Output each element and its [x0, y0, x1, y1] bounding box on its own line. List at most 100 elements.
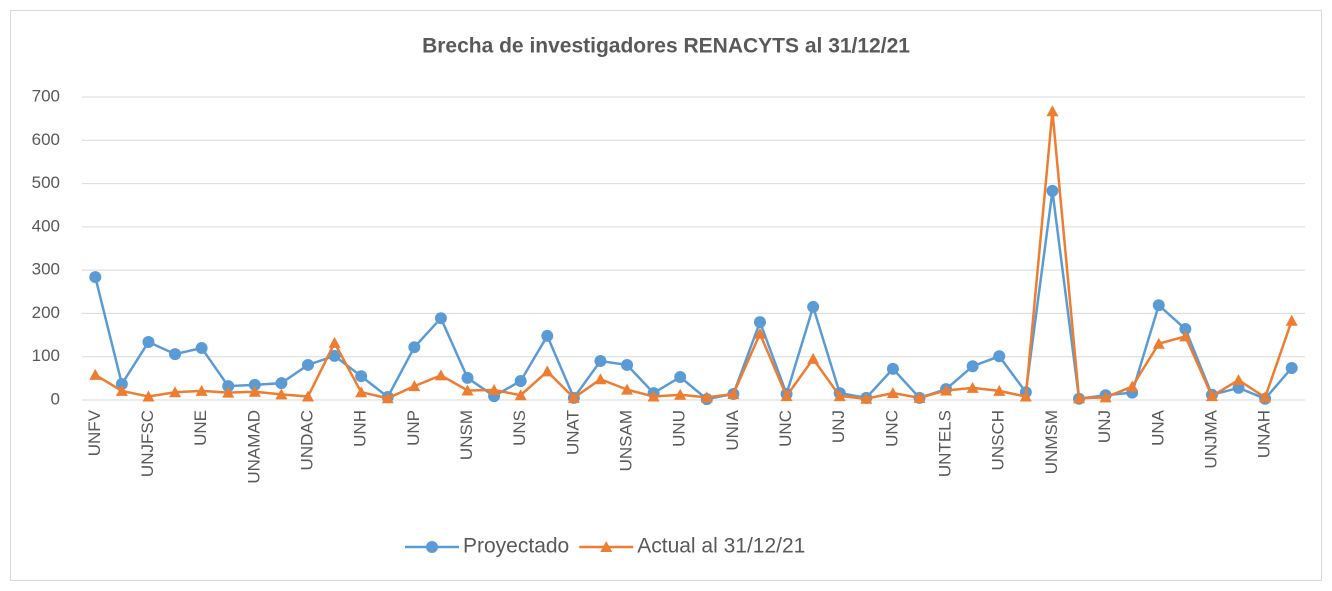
marker [115, 384, 128, 396]
marker [142, 335, 155, 348]
marker [169, 386, 182, 398]
marker [753, 327, 766, 339]
x-tick-label: UNSCH [989, 410, 1008, 470]
marker [1073, 392, 1086, 404]
marker [275, 388, 288, 400]
marker [1259, 391, 1272, 403]
marker [594, 373, 607, 385]
marker [1179, 330, 1192, 342]
marker [408, 341, 421, 354]
marker [408, 380, 421, 392]
marker [1046, 184, 1059, 197]
marker [328, 336, 341, 348]
x-tick-label: UNP [404, 410, 423, 446]
x-tick-label: UNIA [723, 409, 742, 450]
marker [142, 390, 155, 402]
marker [1099, 391, 1112, 403]
x-tick-label: UNS [510, 410, 529, 446]
marker [115, 377, 128, 390]
marker [1152, 299, 1165, 312]
marker [833, 390, 846, 402]
series-line [94, 111, 1293, 400]
x-tick-label: UNTELS [936, 410, 955, 477]
x-tick-label: UNJ [1095, 410, 1114, 443]
y-tick-label: 0 [51, 389, 60, 408]
marker [600, 541, 613, 552]
marker [1285, 314, 1298, 326]
marker [886, 387, 899, 399]
x-tick-label: UNE [191, 410, 210, 446]
marker [461, 384, 474, 396]
marker [567, 391, 580, 403]
marker [966, 381, 979, 393]
marker [594, 355, 607, 368]
marker [807, 300, 820, 313]
marker [886, 362, 899, 375]
marker [434, 312, 447, 325]
marker [1285, 361, 1298, 374]
y-tick-label: 600 [32, 130, 60, 149]
x-tick-label: UNA [1148, 409, 1167, 446]
x-tick-label: UNDAC [297, 410, 316, 470]
marker [993, 350, 1006, 363]
marker [195, 342, 208, 355]
x-tick-label: UNFV [85, 409, 104, 456]
marker [700, 391, 713, 403]
marker [514, 389, 527, 401]
marker [275, 377, 288, 390]
y-tick-label: 400 [32, 216, 60, 235]
y-tick-label: 200 [32, 303, 60, 322]
marker [727, 387, 740, 399]
marker [328, 349, 341, 362]
x-tick-label: UNSAM [617, 410, 636, 471]
marker [541, 329, 554, 342]
marker [1152, 337, 1165, 349]
marker [169, 348, 182, 361]
x-tick-label: UNAH [1255, 410, 1274, 458]
marker [1046, 105, 1059, 117]
marker [674, 371, 687, 384]
marker [1019, 390, 1032, 402]
x-tick-label: UNJ [829, 410, 848, 443]
y-tick-label: 300 [32, 260, 60, 279]
marker [541, 365, 554, 377]
marker [248, 378, 261, 391]
legend-label: Actual al 31/12/21 [637, 535, 805, 558]
marker [89, 368, 102, 380]
marker [248, 385, 261, 397]
marker [674, 388, 687, 400]
marker [993, 384, 1006, 396]
marker [1179, 323, 1192, 336]
x-tick-label: UNMSM [1042, 410, 1061, 474]
legend-label: Proyectado [463, 535, 569, 558]
marker [940, 384, 953, 396]
marker [966, 360, 979, 373]
marker [461, 371, 474, 384]
marker [807, 352, 820, 364]
marker [1126, 380, 1139, 392]
x-tick-label: UNH [351, 410, 370, 447]
marker [381, 392, 394, 404]
x-tick-label: UNJMA [1201, 409, 1220, 468]
y-tick-label: 500 [32, 173, 60, 192]
marker [434, 369, 447, 381]
marker [89, 271, 102, 284]
marker [860, 392, 873, 404]
x-tick-label: UNU [670, 410, 689, 447]
marker [301, 358, 314, 371]
marker [621, 383, 634, 395]
marker [301, 390, 314, 402]
marker [426, 541, 438, 553]
marker [1205, 390, 1218, 402]
marker [488, 384, 501, 396]
marker [222, 386, 235, 398]
marker [195, 384, 208, 396]
marker [514, 374, 527, 387]
x-tick-label: UNAT [563, 410, 582, 455]
y-tick-label: 700 [32, 86, 60, 105]
x-tick-label: UNAMAD [244, 410, 263, 484]
x-tick-label: UNSM [457, 410, 476, 460]
x-tick-label: UNC [882, 410, 901, 447]
x-tick-label: UNC [776, 410, 795, 447]
